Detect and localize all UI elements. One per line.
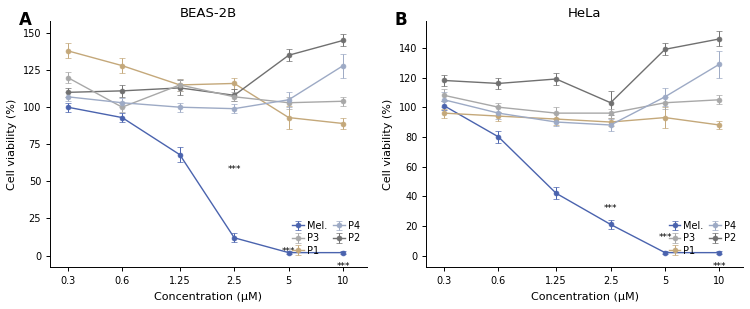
Title: HeLa: HeLa xyxy=(568,7,602,20)
X-axis label: Concentration (μM): Concentration (μM) xyxy=(154,292,262,302)
Y-axis label: Cell viability (%): Cell viability (%) xyxy=(7,99,17,190)
Legend: Mel., P3, P1, P4, P2: Mel., P3, P1, P4, P2 xyxy=(290,219,362,258)
Title: BEAS-2B: BEAS-2B xyxy=(180,7,237,20)
Y-axis label: Cell viability (%): Cell viability (%) xyxy=(383,99,394,190)
Text: A: A xyxy=(19,11,32,29)
Text: ***: *** xyxy=(337,261,350,271)
Text: ***: *** xyxy=(604,204,617,213)
Text: ***: *** xyxy=(227,165,241,174)
Text: ***: *** xyxy=(712,261,726,271)
X-axis label: Concentration (μM): Concentration (μM) xyxy=(531,292,639,302)
Text: ***: *** xyxy=(282,247,296,256)
Text: B: B xyxy=(394,11,407,29)
Legend: Mel., P3, P1, P4, P2: Mel., P3, P1, P4, P2 xyxy=(667,219,738,258)
Text: ***: *** xyxy=(658,233,672,242)
